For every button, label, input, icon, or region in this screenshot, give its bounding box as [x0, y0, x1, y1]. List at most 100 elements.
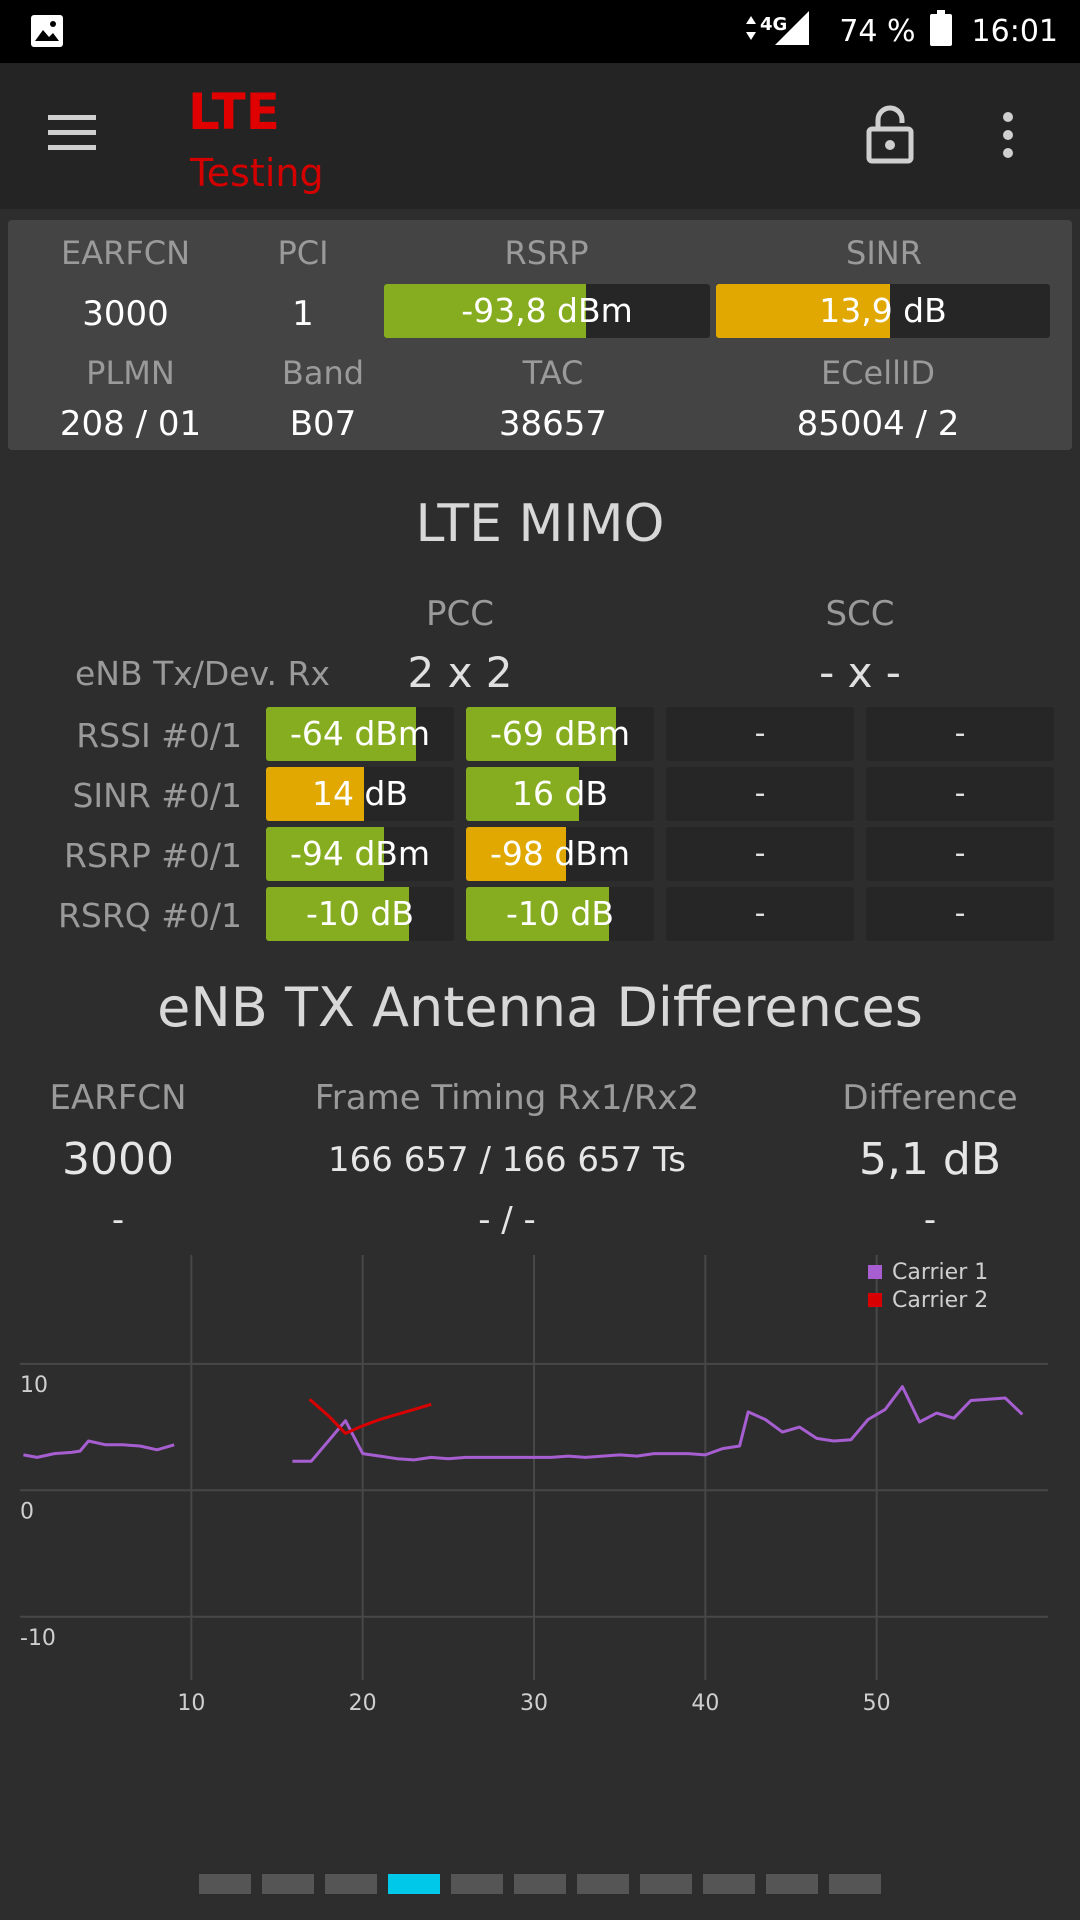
sinr-value: 13,9 dB [819, 291, 947, 330]
difference-value: 5,1 dB [858, 1134, 1002, 1185]
ecellid-value: 85004 / 2 [796, 404, 960, 444]
scc-rsrp-1: - [866, 827, 1054, 881]
meter-fill [266, 887, 409, 941]
page-dot[interactable] [640, 1874, 692, 1894]
x-tick-label: 50 [863, 1691, 891, 1716]
plmn-header: PLMN [86, 354, 175, 392]
series-line-2 [308, 1398, 432, 1435]
meter-fill [266, 827, 385, 881]
x-tick-label: 10 [177, 1691, 205, 1716]
scc-sinr-0: - [666, 767, 854, 821]
scc-header: SCC [825, 594, 895, 634]
legend-label: Carrier 2 [892, 1288, 988, 1313]
meter-value: 16 dB [511, 774, 609, 813]
page-dot[interactable] [199, 1874, 251, 1894]
serving-cell-summary: EARFCN PCI RSRP SINR 3000 1 -93,8 dBm 13… [8, 220, 1072, 450]
page-dot[interactable] [388, 1874, 440, 1894]
page-dot[interactable] [577, 1874, 629, 1894]
rsrp-meter-fill [384, 284, 587, 338]
meter-fill [466, 707, 617, 761]
antenna-title: eNB TX Antenna Differences [157, 976, 923, 1039]
page-dot[interactable] [325, 1874, 377, 1894]
clock: 16:01 [971, 14, 1058, 49]
scc-rsrq-0: - [666, 887, 854, 941]
scc-sinr-1: - [866, 767, 1054, 821]
legend-swatch [868, 1265, 882, 1279]
pcc-mimo-value: 2 x 2 [407, 648, 513, 697]
legend-swatch [868, 1293, 882, 1307]
lock-icon[interactable] [866, 105, 914, 169]
meter-fill [466, 767, 579, 821]
meter-value: -94 dBm [289, 834, 431, 873]
app-subtitle: Testing [190, 151, 324, 195]
difference-header: Difference [842, 1078, 1018, 1118]
scc-rsrq-1: - [866, 887, 1054, 941]
status-bar: 4G 74 % 16:01 [0, 0, 1080, 63]
sinr-label: SINR #0/1 [72, 776, 242, 815]
antenna-earfcn-value: 3000 [62, 1134, 174, 1185]
page-dot[interactable] [829, 1874, 881, 1894]
pcc-rsrq-1: -10 dB [466, 887, 654, 941]
series-line-1 [23, 1439, 175, 1459]
menu-icon[interactable] [44, 113, 100, 157]
pcc-header: PCC [426, 594, 494, 634]
pcc-rssi-0: -64 dBm [266, 707, 454, 761]
page-dot[interactable] [262, 1874, 314, 1894]
rsrq-label: RSRQ #0/1 [57, 896, 242, 935]
band-header: Band [281, 354, 365, 392]
y-tick-label: 10 [20, 1373, 48, 1398]
page-indicator[interactable] [0, 1874, 1080, 1896]
scc-mimo-value: - x - [819, 648, 901, 697]
meter-value: -98 dBm [489, 834, 631, 873]
app-toolbar: LTE Testing [0, 63, 1080, 209]
antenna-earfcn-value-2: - [111, 1200, 125, 1240]
sinr-header: SINR [846, 234, 922, 272]
pci-header: PCI [277, 234, 329, 272]
pcc-rssi-1: -69 dBm [466, 707, 654, 761]
page-dot[interactable] [514, 1874, 566, 1894]
page-dot[interactable] [766, 1874, 818, 1894]
meter-value: 14 dB [311, 774, 409, 813]
rsrp-meter: -93,8 dBm [384, 284, 710, 338]
legend-label: Carrier 1 [892, 1260, 988, 1285]
txrx-label: eNB Tx/Dev. Rx [74, 654, 330, 693]
x-tick-label: 30 [520, 1691, 548, 1716]
band-value: B07 [289, 404, 357, 444]
pcc-sinr-0: 14 dB [266, 767, 454, 821]
more-options-icon[interactable] [1000, 111, 1016, 163]
rssi-label: RSSI #0/1 [76, 716, 242, 755]
frame-timing-value: 166 657 / 166 657 Ts [328, 1140, 686, 1180]
meter-fill [266, 707, 417, 761]
earfcn-header: EARFCN [60, 234, 191, 272]
y-tick-label: -10 [20, 1626, 56, 1651]
tac-value: 38657 [498, 404, 608, 444]
data-transfer-icon [744, 13, 758, 51]
y-tick-label: 0 [20, 1499, 34, 1524]
sinr-meter-fill [716, 284, 890, 338]
network-type: 4G [760, 14, 788, 35]
x-tick-label: 40 [691, 1691, 719, 1716]
difference-value-2: - [923, 1200, 937, 1240]
sinr-meter: 13,9 dB [716, 284, 1050, 338]
meter-value: -64 dBm [289, 714, 431, 753]
rsrp-label: RSRP #0/1 [64, 836, 242, 875]
battery-percent: 74 % [839, 14, 916, 49]
signal-icon [771, 9, 811, 55]
antenna-difference-chart: 10 20 30 40 50 10 0 -10 Carrier 1 Carrier 2 [20, 1255, 1048, 1716]
page-dot[interactable] [451, 1874, 503, 1894]
battery-icon [929, 9, 952, 54]
mimo-title: LTE MIMO [415, 494, 665, 554]
frame-timing-header: Frame Timing Rx1/Rx2 [314, 1078, 700, 1118]
rsrp-header: RSRP [504, 234, 589, 272]
meter-value: -69 dBm [489, 714, 631, 753]
page-dot[interactable] [703, 1874, 755, 1894]
pcc-rsrq-0: -10 dB [266, 887, 454, 941]
gallery-notification-icon [30, 14, 64, 52]
pci-value: 1 [292, 294, 314, 334]
scc-rssi-1: - [866, 707, 1054, 761]
pcc-rsrp-0: -94 dBm [266, 827, 454, 881]
app-title: LTE [188, 83, 280, 141]
meter-value: -10 dB [306, 894, 414, 933]
scc-rssi-0: - [666, 707, 854, 761]
x-tick-label: 20 [349, 1691, 377, 1716]
